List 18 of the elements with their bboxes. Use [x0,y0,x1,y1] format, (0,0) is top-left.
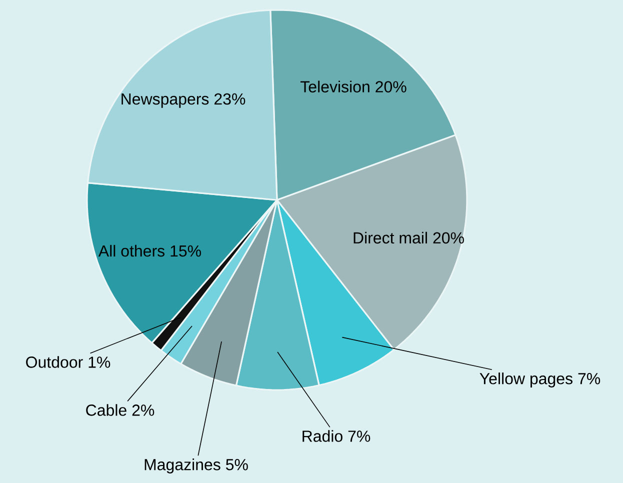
data-label: 7% [348,430,370,442]
slice-label: Television [300,80,370,92]
data-label: 15% [170,245,201,257]
slice-label: Radio [302,430,342,442]
data-label: 20% [376,81,406,92]
data-label: 23% [214,93,246,105]
slice-label: Yellow pages [480,372,572,388]
data-label: 20% [433,232,464,244]
slice-label: Magazines [144,458,220,474]
slice-label: Newspapers [122,94,209,108]
slice-label: Outdoor [26,356,83,368]
slice-label: All others [98,244,164,257]
slice-label: Cable [86,404,126,416]
slice-label: Direct mail [354,232,427,244]
data-label: 7% [578,373,600,384]
data-label: 2% [132,404,154,416]
data-label: 5% [226,459,248,470]
data-label: 1% [88,356,110,368]
